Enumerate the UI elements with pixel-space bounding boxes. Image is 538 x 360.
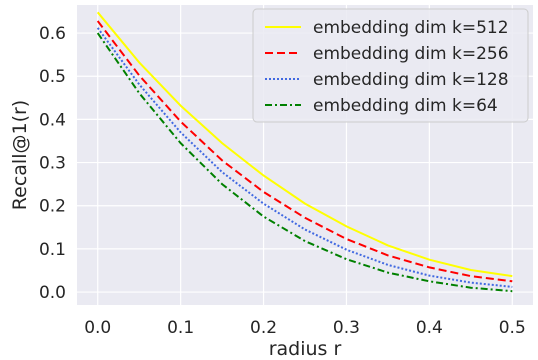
x-tick-label: 0.0: [84, 318, 111, 338]
y-tick-label: 0.4: [39, 110, 66, 130]
y-axis-label: Recall@1(r): [9, 100, 31, 210]
legend-box: [252, 8, 529, 123]
x-tick-label: 0.4: [416, 318, 443, 338]
legend: embedding dim k=512 embedding dim k=256 em…: [252, 8, 529, 123]
x-tick-label: 0.5: [499, 318, 526, 338]
legend-label: embedding dim k=256: [313, 44, 509, 64]
x-axis-ticks: 0.0 0.1 0.2 0.3 0.4 0.5: [84, 318, 526, 338]
y-tick-label: 0.1: [39, 240, 66, 260]
y-axis-ticks: 0.0 0.1 0.2 0.3 0.4 0.5 0.6: [39, 24, 66, 303]
x-tick-label: 0.1: [167, 318, 194, 338]
series-line-1: [96, 20, 513, 283]
legend-label: embedding dim k=64: [313, 96, 498, 116]
series-lines: [96, 11, 513, 293]
series-line-3: [96, 32, 513, 293]
y-tick-label: 0.0: [39, 283, 66, 303]
x-tick-label: 0.2: [250, 318, 277, 338]
x-tick-label: 0.3: [333, 318, 360, 338]
series-line-0: [96, 11, 513, 278]
series-line-2: [96, 27, 513, 288]
y-tick-label: 0.5: [39, 67, 66, 87]
y-tick-label: 0.6: [39, 24, 66, 44]
y-tick-label: 0.3: [39, 154, 66, 174]
legend-label: embedding dim k=512: [313, 18, 509, 38]
x-axis-label: radius r: [269, 338, 342, 360]
y-tick-label: 0.2: [39, 197, 66, 217]
legend-label: embedding dim k=128: [313, 70, 509, 90]
